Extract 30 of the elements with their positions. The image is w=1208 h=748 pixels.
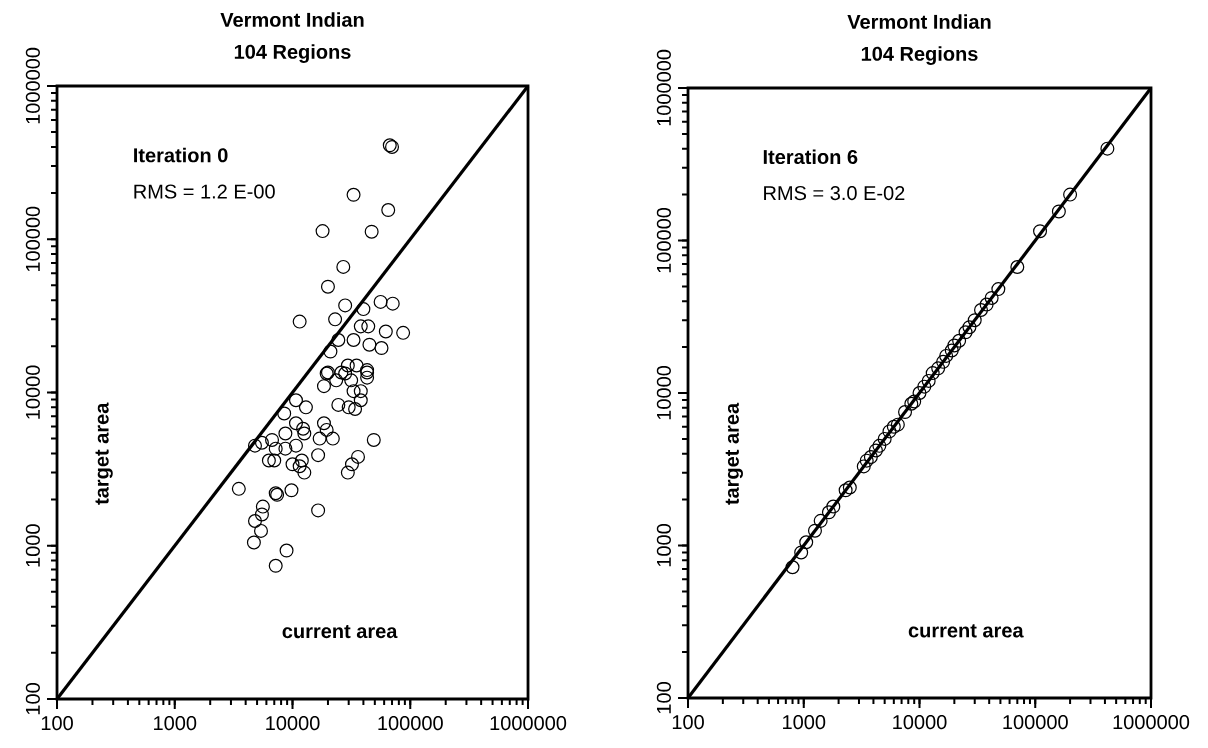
y-tick-label: 10000 bbox=[25, 365, 40, 419]
y-axis-title: target area bbox=[95, 402, 113, 505]
annotation: Iteration 0 bbox=[134, 147, 228, 163]
y-tick-label: 100000 bbox=[25, 206, 40, 272]
x-tick-label: 100 bbox=[672, 715, 704, 730]
x-tick-label: 1000000 bbox=[1113, 715, 1190, 730]
y-tick-label: 10000 bbox=[656, 365, 671, 420]
x-tick-label: 1000000 bbox=[490, 716, 567, 731]
y-tick-label: 1000000 bbox=[25, 47, 40, 124]
chart-subtitle: 104 Regions bbox=[861, 46, 978, 65]
x-tick-label: 10000 bbox=[893, 715, 947, 730]
annotation: RMS = 3.0 E-02 bbox=[764, 185, 905, 201]
y-tick-label: 100000 bbox=[656, 207, 671, 273]
chart-title: Vermont Indian bbox=[220, 12, 364, 27]
y-tick-label: 1000000 bbox=[656, 49, 671, 126]
annotation: Iteration 6 bbox=[763, 149, 858, 165]
chart-subtitle: 104 Regions bbox=[234, 44, 351, 63]
x-tick-label: 100 bbox=[41, 716, 73, 731]
x-tick-label: 1000 bbox=[154, 716, 197, 731]
annotation: RMS = 1.2 E-00 bbox=[134, 184, 275, 199]
y-tick-label: 1000 bbox=[656, 524, 671, 567]
y-tick-label: 1000 bbox=[25, 524, 40, 567]
y-axis-title: target area bbox=[725, 402, 743, 505]
x-tick-label: 1000 bbox=[783, 715, 826, 730]
chart-title: Vermont Indian bbox=[847, 14, 991, 29]
x-tick-label: 10000 bbox=[266, 716, 320, 731]
x-axis-title: current area bbox=[282, 624, 398, 639]
x-tick-label: 100000 bbox=[1003, 715, 1068, 730]
x-tick-label: 100000 bbox=[378, 716, 443, 731]
x-axis-title: current area bbox=[908, 624, 1024, 638]
